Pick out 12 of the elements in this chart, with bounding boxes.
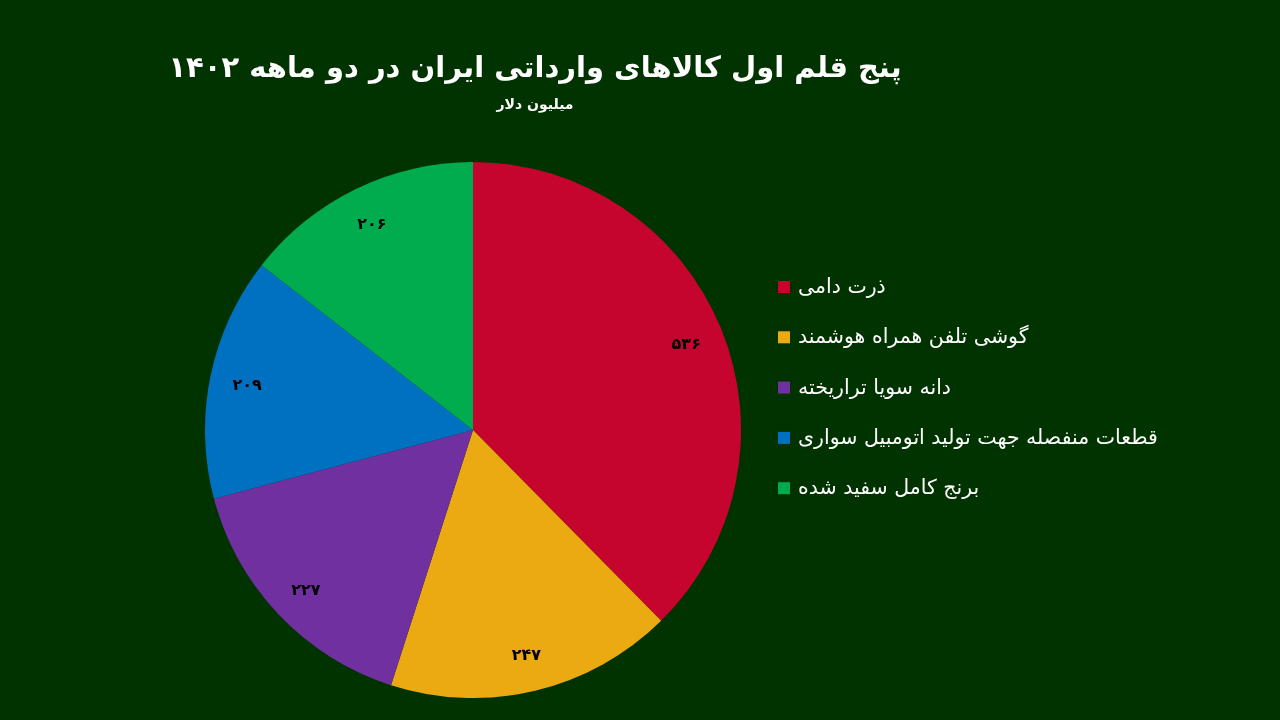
legend-label: گوشی تلفن همراه هوشمند xyxy=(798,324,1029,349)
legend-label: برنج کامل سفید شده xyxy=(798,475,980,500)
data-label: ۵۳۶ xyxy=(671,333,701,353)
chart-subtitle: میلیون دلار xyxy=(495,96,574,113)
data-label: ۲۲۷ xyxy=(291,579,321,599)
legend-label: دانه سویا تراریخته xyxy=(798,374,951,399)
legend-label: قطعات منفصله جهت تولید اتومبیل سواری xyxy=(798,424,1158,449)
data-label: ۲۰۶ xyxy=(357,213,387,233)
data-label: ۲۴۷ xyxy=(511,645,542,665)
chart-title: پنج قلم اول کالاهای وارداتی ایران در دو ماهه ۱۴۰۲ xyxy=(168,50,902,85)
data-label: ۲۰۹ xyxy=(232,374,263,394)
legend-label: ذرت دامی xyxy=(798,274,886,298)
